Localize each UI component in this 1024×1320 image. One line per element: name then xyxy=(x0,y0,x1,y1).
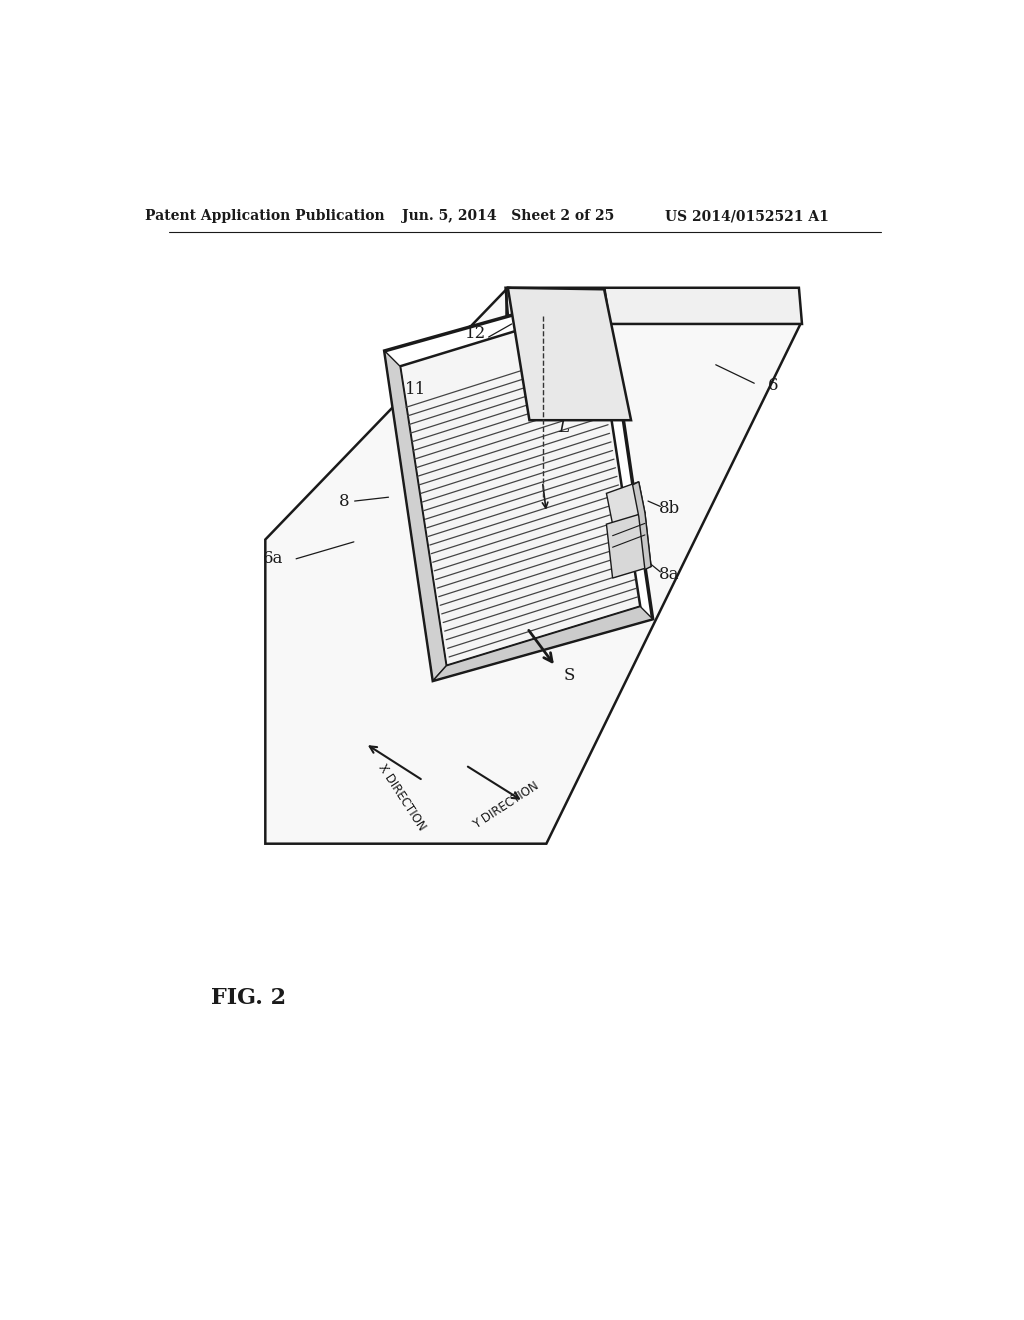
Polygon shape xyxy=(265,288,801,843)
Polygon shape xyxy=(385,351,446,681)
Text: 6a: 6a xyxy=(263,550,284,568)
Text: 8: 8 xyxy=(339,492,350,510)
Text: 11: 11 xyxy=(404,381,426,397)
Polygon shape xyxy=(508,288,631,420)
Polygon shape xyxy=(385,289,652,681)
Polygon shape xyxy=(400,308,640,665)
Polygon shape xyxy=(606,482,645,524)
Text: Patent Application Publication: Patent Application Publication xyxy=(145,209,385,223)
Polygon shape xyxy=(606,512,651,578)
Text: FIG. 2: FIG. 2 xyxy=(211,987,287,1008)
Text: S: S xyxy=(564,668,575,684)
Text: 6: 6 xyxy=(768,378,779,395)
Text: US 2014/0152521 A1: US 2014/0152521 A1 xyxy=(665,209,828,223)
Text: 8b: 8b xyxy=(658,500,680,517)
Polygon shape xyxy=(633,482,651,570)
Polygon shape xyxy=(506,288,802,323)
Text: 12: 12 xyxy=(465,326,486,342)
Text: X DIRECTION: X DIRECTION xyxy=(375,762,428,833)
Polygon shape xyxy=(433,607,652,681)
Text: 8a: 8a xyxy=(659,566,680,582)
Text: L: L xyxy=(558,420,569,437)
Text: Y DIRECTION: Y DIRECTION xyxy=(471,779,542,832)
Text: Jun. 5, 2014   Sheet 2 of 25: Jun. 5, 2014 Sheet 2 of 25 xyxy=(401,209,614,223)
